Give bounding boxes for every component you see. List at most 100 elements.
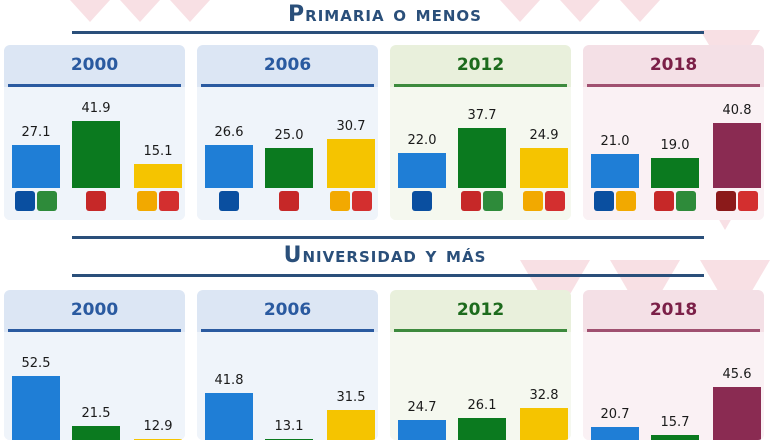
- party-logo-icon: [412, 191, 432, 211]
- panel-2006: 2006 41.8 13.1 31.5: [197, 290, 378, 440]
- data-label: 24.7: [407, 400, 437, 416]
- panel-year: 2006: [263, 300, 312, 320]
- panel-2012: 2012 22.0 37.7 24.9: [390, 45, 571, 220]
- panel-year: 2000: [70, 300, 119, 320]
- data-label: 15.1: [143, 143, 173, 159]
- panel-rule: [394, 84, 567, 87]
- data-label: 24.9: [529, 128, 559, 144]
- panel-rule: [201, 84, 374, 87]
- bar-2006-3: [327, 138, 375, 188]
- section-divider: [72, 236, 704, 239]
- party-logo-icon: [616, 191, 636, 211]
- data-label: 37.7: [467, 107, 497, 123]
- data-label: 41.9: [81, 100, 111, 116]
- data-label: 22.0: [407, 132, 437, 148]
- bar-2000-2: [72, 120, 120, 188]
- party-logo-icon: [545, 191, 565, 211]
- bar-2018-3: [713, 387, 761, 440]
- bar-2018-2: [651, 157, 699, 188]
- bar-2012-3: [520, 148, 568, 188]
- bar-2012-1: [398, 152, 446, 188]
- data-label: 19.0: [660, 137, 690, 153]
- panel-2006: 2006 26.6 25.0 30.7: [197, 45, 378, 220]
- party-logo-icon: [458, 191, 506, 211]
- data-label: 32.8: [529, 387, 559, 403]
- data-label: 21.5: [81, 405, 111, 421]
- section-title: Universidad y más: [283, 243, 487, 268]
- bar-2012-1: [398, 420, 446, 440]
- party-logo-icon: [37, 191, 57, 211]
- panel-rule: [201, 329, 374, 332]
- party-logo-icon: [654, 191, 674, 211]
- party-logo-icon: [15, 191, 35, 211]
- panel-year: 2012: [456, 300, 505, 320]
- panel-rule: [587, 329, 760, 332]
- section-title: Primaria o menos: [288, 2, 482, 27]
- party-logo-icon: [398, 191, 446, 211]
- party-logo-icon: [676, 191, 696, 211]
- party-logo-icon: [651, 191, 699, 211]
- party-logo-icon: [352, 191, 372, 211]
- panel-2018: 2018 21.0 19.0 40.8: [583, 45, 764, 220]
- data-label: 25.0: [274, 128, 304, 143]
- bar-2006-1: [205, 393, 253, 440]
- bar-2018-2: [651, 434, 699, 440]
- panel-year: 2018: [649, 300, 698, 320]
- party-logo-icon: [134, 191, 182, 211]
- panel-rule: [587, 84, 760, 87]
- data-label: 15.7: [660, 414, 690, 430]
- panel-2018: 2018 20.7 15.7 45.6: [583, 290, 764, 440]
- panel-2000: 2000 27.1 41.9 15.1: [4, 45, 185, 220]
- party-logo-icon: [265, 191, 313, 211]
- panel-rule: [8, 329, 181, 332]
- data-label: 27.1: [21, 124, 51, 140]
- section-divider: [72, 274, 704, 277]
- party-logo-icon: [713, 191, 761, 211]
- panel-2000: 2000 52.5 21.5 12.9: [4, 290, 185, 440]
- bar-2000-1: [12, 144, 60, 188]
- party-logo-icon: [327, 191, 375, 211]
- party-logo-icon: [330, 191, 350, 211]
- party-logo-icon: [716, 191, 736, 211]
- panel-rule: [394, 329, 567, 332]
- bar-2012-2: [458, 418, 506, 440]
- data-label: 26.1: [467, 398, 497, 414]
- bar-2012-2: [458, 127, 506, 188]
- section-divider: [72, 31, 704, 34]
- party-logo-icon: [523, 191, 543, 211]
- bar-2012-3: [520, 407, 568, 440]
- data-label: 30.7: [336, 118, 366, 134]
- panel-year: 2006: [263, 55, 312, 75]
- bar-2006-2: [265, 148, 313, 188]
- data-label: 41.8: [214, 373, 244, 389]
- panel-2012: 2012 24.7 26.1 32.8: [390, 290, 571, 440]
- party-logo-icon: [205, 191, 253, 211]
- party-logo-icon: [591, 191, 639, 211]
- bar-2018-1: [591, 426, 639, 440]
- party-logo-icon: [279, 191, 299, 211]
- bar-2018-1: [591, 154, 639, 188]
- data-label: 26.6: [214, 125, 244, 141]
- bar-2000-1: [12, 376, 60, 440]
- data-label: 31.5: [336, 389, 366, 405]
- data-label: 52.5: [21, 356, 51, 371]
- party-logo-icon: [137, 191, 157, 211]
- party-logo-icon: [738, 191, 758, 211]
- panel-year: 2000: [70, 55, 119, 75]
- bar-2006-1: [205, 145, 253, 188]
- party-logo-icon: [594, 191, 614, 211]
- party-logo-icon: [86, 191, 106, 211]
- party-logo-icon: [159, 191, 179, 211]
- bar-2000-3: [134, 163, 182, 188]
- data-label: 13.1: [274, 419, 304, 435]
- party-logo-icon: [483, 191, 503, 211]
- party-logo-icon: [72, 191, 120, 211]
- panel-year: 2018: [649, 55, 698, 75]
- party-logo-icon: [461, 191, 481, 211]
- panel-rule: [8, 84, 181, 87]
- data-label: 20.7: [600, 406, 630, 422]
- data-label: 45.6: [722, 367, 752, 383]
- panel-year: 2012: [456, 55, 505, 75]
- party-logo-icon: [520, 191, 568, 211]
- bar-2018-3: [713, 122, 761, 188]
